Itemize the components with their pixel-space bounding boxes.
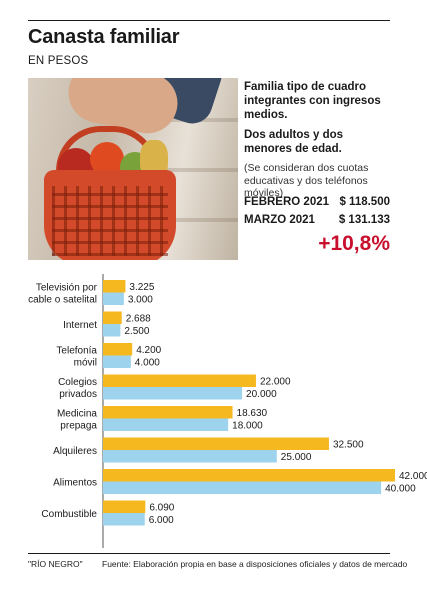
bar-value-label: 4.000 [135, 358, 160, 369]
family-note: (Se consideran dos cuotas educativas y d… [244, 162, 369, 199]
page-title: Canasta familiar [28, 26, 180, 48]
bar-febrero [103, 500, 146, 513]
percent-change: +10,8% [318, 232, 390, 255]
price-value: $ 131.133 [338, 214, 390, 226]
bar-febrero [103, 311, 122, 324]
bar-febrero [103, 437, 329, 450]
price-label: MARZO 2021 [244, 214, 315, 226]
bar-value-label: 2.500 [124, 326, 149, 337]
footer-credit: "RÍO NEGRO" [28, 559, 83, 569]
price-label: FEBRERO 2021 [244, 196, 330, 208]
bar-marzo [103, 324, 121, 337]
footer: "RÍO NEGRO" Fuente: Elaboración propia e… [28, 559, 407, 569]
bar-value-label: 25.000 [281, 452, 312, 463]
bar-value-label: 40.000 [385, 484, 416, 495]
bar-marzo [103, 355, 131, 368]
price-value: $ 118.500 [339, 196, 390, 208]
category-label: Alquileres [53, 446, 97, 457]
category-label: Combustible [41, 509, 97, 520]
bar-value-label: 20.000 [246, 389, 277, 400]
bar-marzo [103, 292, 124, 305]
category-label: móvil [74, 358, 97, 369]
category-label: Telefonía [56, 346, 97, 357]
category-label: privados [59, 389, 97, 400]
bar-value-label: 4.200 [136, 345, 161, 356]
family-info: Familia tipo de cuadro integrantes con i… [244, 80, 390, 210]
price-row-marzo: MARZO 2021 $ 131.133 [244, 214, 390, 226]
bar-febrero [103, 469, 395, 482]
family-composition: Dos adultos y dos menores de edad. [244, 129, 344, 155]
category-label: prepaga [60, 421, 97, 432]
category-label: Alimentos [53, 478, 97, 489]
page-subtitle: EN PESOS [28, 55, 89, 67]
bar-value-label: 32.500 [333, 440, 364, 451]
price-row-febrero: FEBRERO 2021 $ 118.500 [244, 196, 390, 208]
bar-marzo [103, 481, 382, 494]
category-label: cable o satelital [28, 295, 97, 306]
bar-febrero [103, 343, 133, 356]
category-label: Internet [63, 320, 97, 331]
category-label: Medicina [57, 409, 97, 420]
bar-marzo [103, 513, 145, 526]
category-label: Colegios [58, 377, 97, 388]
top-rule [28, 20, 390, 21]
bar-value-label: 3.000 [128, 295, 153, 306]
footer-source: Fuente: Elaboración propia en base a dis… [102, 559, 408, 569]
bar-value-label: 2.688 [126, 314, 151, 325]
footer-rule [28, 553, 390, 554]
bar-value-label: 6.090 [149, 503, 174, 514]
category-label: Televisión por [36, 283, 98, 294]
bar-value-label: 6.000 [149, 515, 174, 526]
bar-febrero [103, 406, 233, 419]
bar-value-label: 22.000 [260, 377, 291, 388]
bar-value-label: 18.630 [237, 408, 268, 419]
bar-value-label: 3.225 [129, 282, 154, 293]
bar-value-label: 18.000 [232, 421, 263, 432]
bar-marzo [103, 450, 277, 463]
bar-marzo [103, 418, 229, 431]
family-description: Familia tipo de cuadro integrantes con i… [244, 81, 381, 121]
bar-value-label: 42.000 [399, 471, 427, 482]
bar-febrero [103, 280, 126, 293]
bar-febrero [103, 374, 256, 387]
grocery-basket-photo [28, 78, 238, 260]
bar-marzo [103, 387, 243, 400]
